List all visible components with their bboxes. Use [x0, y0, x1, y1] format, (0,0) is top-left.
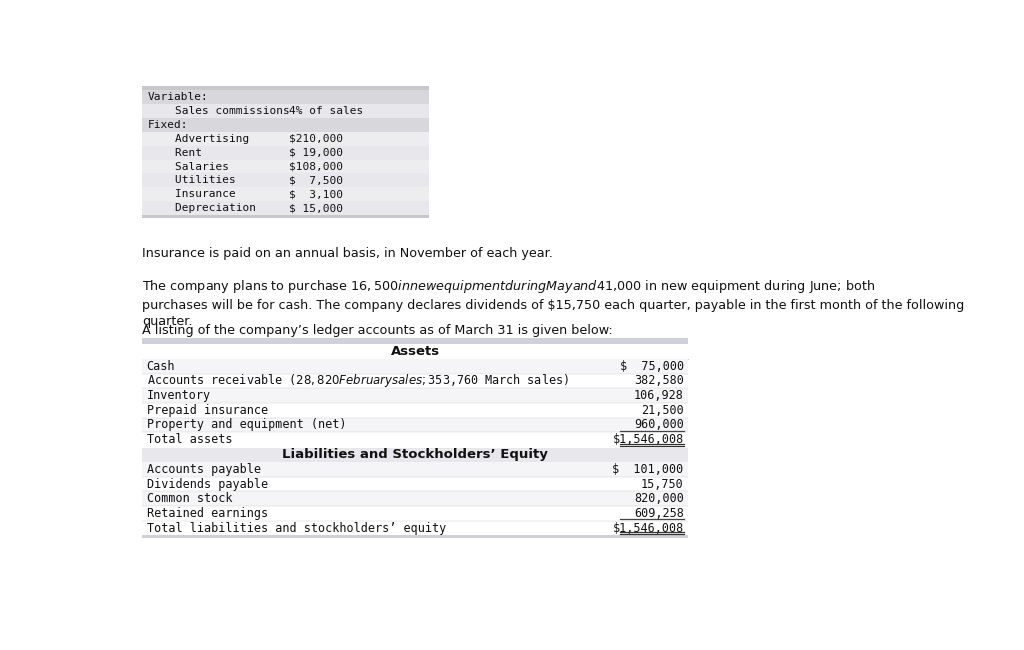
Text: 820,000: 820,000	[634, 492, 684, 505]
Text: Depreciation: Depreciation	[148, 203, 256, 213]
Text: 382,580: 382,580	[634, 374, 684, 387]
Text: Retained earnings: Retained earnings	[146, 507, 267, 520]
Bar	[142, 146, 429, 160]
Bar	[142, 403, 688, 417]
Bar	[142, 104, 429, 118]
Text: Prepaid insurance: Prepaid insurance	[146, 404, 267, 417]
Text: 106,928: 106,928	[634, 389, 684, 402]
Bar	[142, 374, 688, 388]
Bar	[142, 388, 688, 403]
Bar	[142, 338, 688, 344]
Text: $ 19,000: $ 19,000	[289, 148, 343, 158]
Bar	[142, 160, 429, 174]
Text: Cash: Cash	[146, 360, 175, 373]
Text: $1,546,008: $1,546,008	[612, 521, 684, 534]
Bar	[142, 90, 429, 104]
Text: 4% of sales: 4% of sales	[289, 106, 364, 116]
Text: Rent: Rent	[148, 148, 202, 158]
Bar	[142, 462, 688, 477]
Bar	[142, 417, 688, 432]
Text: Common stock: Common stock	[146, 492, 232, 505]
Text: $  3,100: $ 3,100	[289, 189, 343, 200]
Text: 21,500: 21,500	[641, 404, 684, 417]
Text: Total liabilities and stockholders’ equity: Total liabilities and stockholders’ equi…	[146, 521, 445, 534]
Bar	[142, 491, 688, 506]
Text: Sales commissions: Sales commissions	[148, 106, 290, 116]
Text: A listing of the company’s ledger accounts as of March 31 is given below:: A listing of the company’s ledger accoun…	[142, 324, 612, 337]
Text: $  101,000: $ 101,000	[612, 463, 684, 476]
Bar	[142, 448, 688, 462]
Text: Utilities: Utilities	[148, 176, 236, 185]
Text: Property and equipment (net): Property and equipment (net)	[146, 419, 346, 432]
Text: 960,000: 960,000	[634, 419, 684, 432]
Text: Insurance is paid on an annual basis, in November of each year.: Insurance is paid on an annual basis, in…	[142, 248, 553, 261]
Bar	[142, 536, 688, 538]
Text: $210,000: $210,000	[289, 134, 343, 144]
Bar	[142, 118, 429, 132]
Bar	[142, 202, 429, 215]
Text: Insurance: Insurance	[148, 189, 236, 200]
Text: $108,000: $108,000	[289, 162, 343, 172]
Text: The company plans to purchase $16,500 in new equipment during May and $41,000 in: The company plans to purchase $16,500 in…	[142, 278, 965, 328]
Bar	[142, 86, 429, 90]
Bar	[142, 521, 688, 536]
Bar	[142, 477, 688, 491]
Text: $ 15,000: $ 15,000	[289, 203, 343, 213]
Text: Advertising: Advertising	[148, 134, 250, 144]
Bar	[142, 432, 688, 447]
Text: Assets: Assets	[390, 345, 439, 358]
Bar	[142, 215, 429, 218]
Bar	[142, 344, 688, 359]
Text: Total assets: Total assets	[146, 433, 232, 446]
Text: Liabilities and Stockholders’ Equity: Liabilities and Stockholders’ Equity	[283, 448, 548, 461]
Text: 609,258: 609,258	[634, 507, 684, 520]
Bar	[142, 187, 429, 202]
Text: Accounts receivable ($28,820 February sales;$353,760 March sales): Accounts receivable ($28,820 February sa…	[146, 372, 568, 389]
Text: Salaries: Salaries	[148, 162, 229, 172]
Bar	[142, 506, 688, 521]
Text: $1,546,008: $1,546,008	[612, 433, 684, 446]
Text: Inventory: Inventory	[146, 389, 211, 402]
Text: Variable:: Variable:	[148, 92, 209, 102]
Bar	[142, 359, 688, 374]
Text: Accounts payable: Accounts payable	[146, 463, 260, 476]
Bar	[142, 132, 429, 146]
Bar	[142, 174, 429, 187]
Text: 15,750: 15,750	[641, 478, 684, 491]
Text: $  75,000: $ 75,000	[620, 360, 684, 373]
Text: Dividends payable: Dividends payable	[146, 478, 267, 491]
Text: $  7,500: $ 7,500	[289, 176, 343, 185]
Text: Fixed:: Fixed:	[148, 120, 188, 130]
